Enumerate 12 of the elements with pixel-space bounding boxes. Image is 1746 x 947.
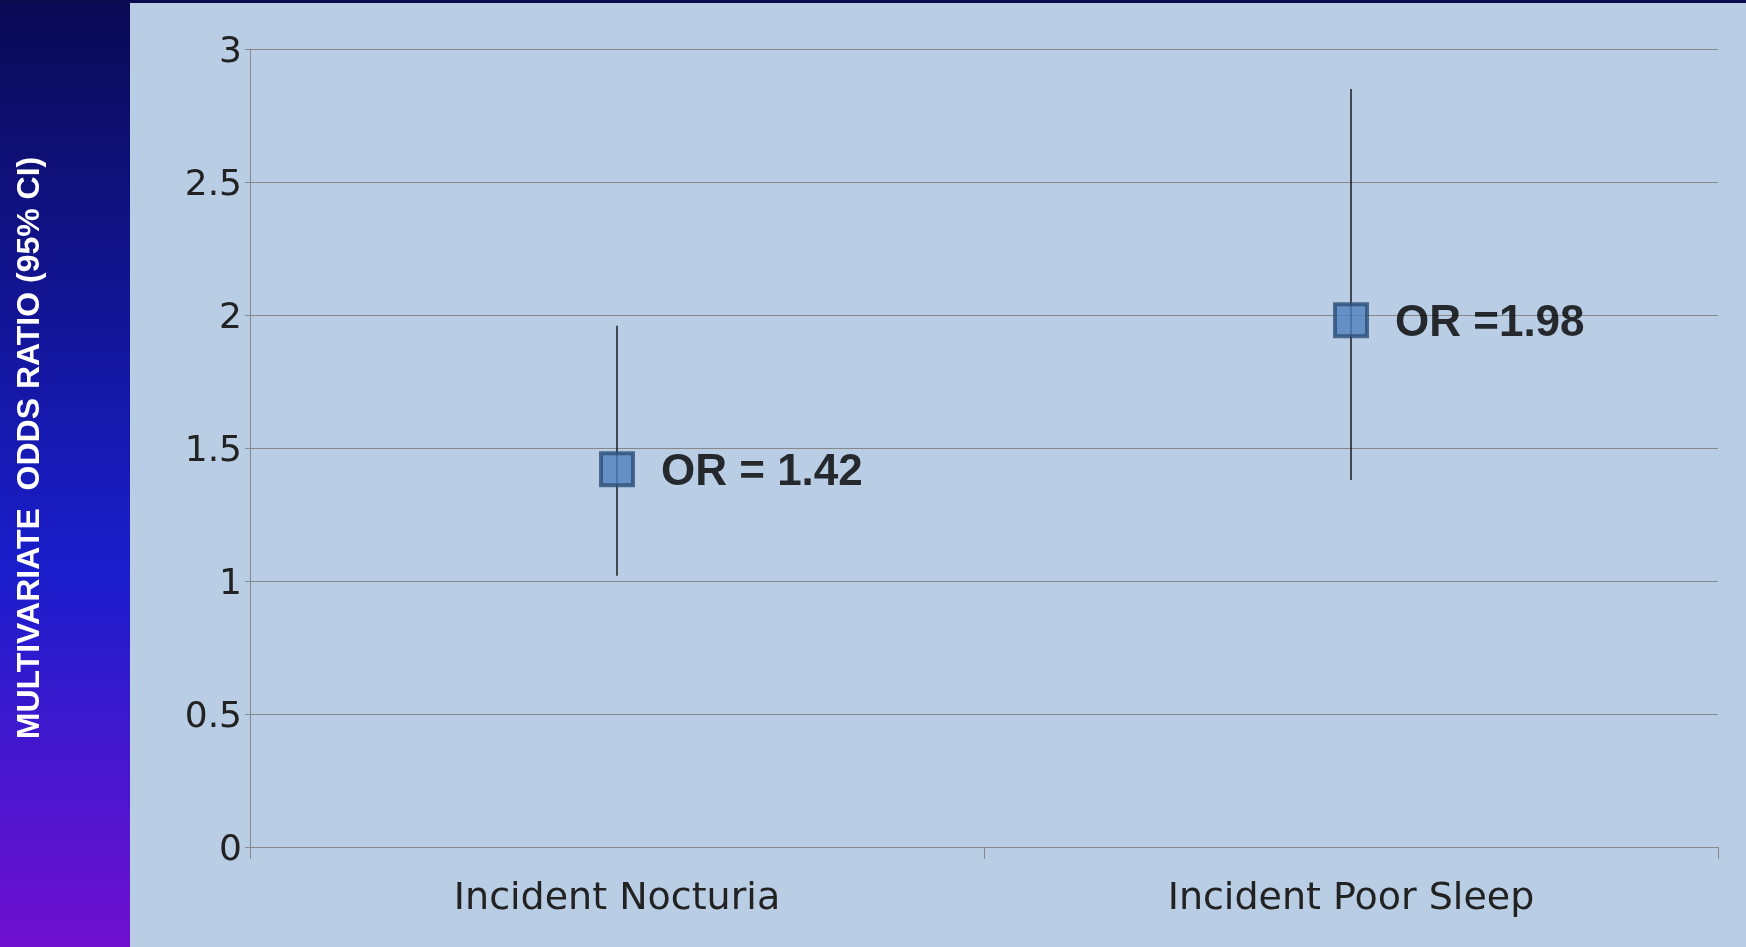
x-tick-label: Incident Poor Sleep xyxy=(1167,874,1535,918)
x-tick-label: Incident Nocturia xyxy=(453,874,781,918)
y-tick-label: 1 xyxy=(219,560,242,602)
y-tick-label: 1.5 xyxy=(184,427,242,469)
y-tick-label: 3 xyxy=(219,28,242,70)
y-tick-label: 0.5 xyxy=(184,693,242,735)
data-label: OR =1.98 xyxy=(1395,295,1585,345)
y-tick-label: 0 xyxy=(219,826,242,868)
y-tick-label: 2 xyxy=(219,294,242,336)
y-tick-label: 2.5 xyxy=(184,161,242,203)
y-axis-title: MULTIVARIATE ODDS RATIO (95% CI) xyxy=(10,156,46,740)
data-label: OR = 1.42 xyxy=(661,444,863,494)
